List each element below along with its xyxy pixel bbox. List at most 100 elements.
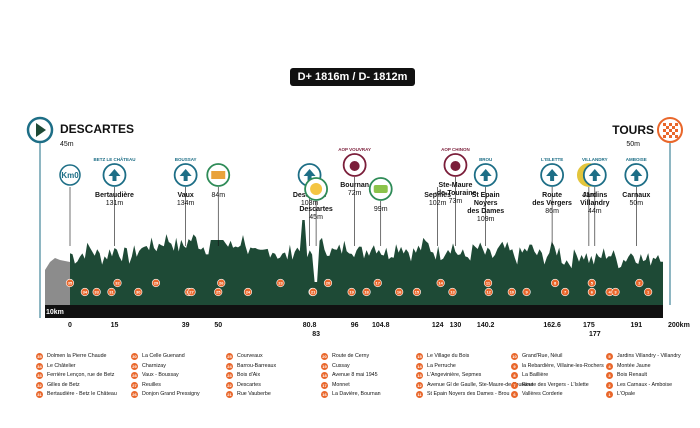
legend-number-badge: 2 xyxy=(606,381,613,389)
climb-marker xyxy=(362,287,371,297)
distance-label: 140.2 xyxy=(477,322,495,329)
legend-label: Route des Vergers - L'Islette xyxy=(522,381,589,388)
distance-label: 96 xyxy=(351,322,359,329)
climb-marker xyxy=(323,278,333,288)
place-altitude: 99m xyxy=(374,206,388,213)
legend-item: 16 La Davière, Bournan xyxy=(321,390,381,400)
climb-marker-number: 27 xyxy=(189,290,194,295)
legend-column: 30 La Celle Guenand 29 Charnizay 28 Vaux - Bo… xyxy=(131,352,200,400)
neutral-start-profile xyxy=(45,258,70,318)
distance-label: 124 xyxy=(432,322,444,329)
distance-label: 191 xyxy=(630,322,642,329)
place-altitude: 72m xyxy=(348,190,362,197)
finish-checker-cell xyxy=(669,129,672,132)
legend-label: Cussay xyxy=(332,362,350,369)
legend-number-badge: 12 xyxy=(416,381,423,389)
legend-label: Courveaux xyxy=(237,353,263,359)
legend-column: 10 Grand'Rue, Néuil 9 la Rebardière, Villai… xyxy=(511,352,604,400)
house-icon xyxy=(303,169,316,176)
legend-item: 15 Le Village du Bois xyxy=(416,352,533,362)
legend-label: Avenue Gl de Gaulle, Ste-Maure-de-Tourai… xyxy=(427,381,534,388)
finish-checker-cell xyxy=(672,132,675,135)
place-altitude: 131m xyxy=(106,200,124,207)
legend-item: 31 Bertaudière - Betz le Château xyxy=(36,390,117,400)
climb-marker xyxy=(483,278,493,288)
legend-number-badge: 27 xyxy=(131,381,138,389)
place-name: des Dames xyxy=(467,208,504,215)
climb-marker-number: 24 xyxy=(246,290,251,295)
climb-marker-number: 21 xyxy=(311,290,316,295)
legend-item: 21 Rue Vauberbe xyxy=(226,390,276,400)
km0-icon xyxy=(59,164,81,186)
legend-item: 28 Vaux - Boussay xyxy=(131,371,200,381)
jersey-icon xyxy=(211,171,226,179)
legend-label: Gilles de Betz xyxy=(47,381,80,388)
legend-label: Grand'Rue, Néuil xyxy=(522,353,563,359)
climb-marker xyxy=(308,287,318,297)
legend-label: Bois d'Aix xyxy=(237,372,261,378)
distance-label: 80.8 xyxy=(303,322,317,329)
finish-checker-cell xyxy=(666,132,669,135)
finish-checker-cell xyxy=(669,135,672,138)
legend-number-badge: 19 xyxy=(321,362,328,370)
place-tag: AOP CHINON xyxy=(441,147,470,152)
finish-checker-cell xyxy=(672,126,675,129)
legend-number-badge: 32 xyxy=(36,381,43,389)
legend-column: 20 Route de Cerny 19 Cussay 18 Avenue 8 mai 1… xyxy=(321,352,381,400)
climb-marker-number: 33 xyxy=(94,290,99,295)
place-name: des Vergers xyxy=(532,200,572,207)
legend-item: 24 Barrou-Barreaux xyxy=(226,362,276,372)
climb-marker-number: 17 xyxy=(376,281,381,286)
legend-label: La Davière, Bournan xyxy=(332,391,381,397)
distance-label: 130 xyxy=(450,322,462,329)
grapes-icon xyxy=(450,161,461,171)
climb-marker-number: 23 xyxy=(278,281,283,286)
climb-marker-number: 6 xyxy=(591,290,594,295)
climb-marker xyxy=(507,287,516,297)
place-altitude: 134m xyxy=(177,200,195,207)
house-base-icon xyxy=(550,176,555,181)
climb-marker xyxy=(80,287,89,297)
start-altitude: 45m xyxy=(60,141,74,148)
finish-checker-cell xyxy=(675,123,678,126)
house-icon xyxy=(479,169,492,176)
house-icon xyxy=(630,169,643,176)
legend-number-badge: 31 xyxy=(36,391,43,399)
legend-number-badge: 6 xyxy=(511,391,518,399)
finish-checker-cell xyxy=(666,126,669,129)
legend-column: 5 Jardins Villandry - Villandry 4 Montée Ja… xyxy=(606,352,681,400)
legend-item: 27 Reuilles xyxy=(131,381,200,391)
finish-checker-cell xyxy=(675,129,678,132)
place-tag: AMBOISE xyxy=(626,157,647,162)
stage-profile-chart: DESCARTES 45m TOURS 50m Km0 BETZ LE CHÂTEAU Be… xyxy=(26,116,690,338)
legend-number-badge: 14 xyxy=(416,362,423,370)
place-name: Ste-Maure xyxy=(439,182,473,189)
legend-item: 12 Avenue Gl de Gaulle, Ste-Maure-de-Tour… xyxy=(416,381,533,391)
climb-marker xyxy=(436,278,445,288)
legend-number-badge: 30 xyxy=(131,353,138,361)
climb-marker-number: 25 xyxy=(216,290,221,295)
climb-marker-number: 12 xyxy=(486,290,491,295)
place-name: Bournan xyxy=(340,182,369,189)
legend-label: Vaux - Boussay xyxy=(142,372,179,378)
feed-icon xyxy=(310,183,323,195)
legend-number-badge: 25 xyxy=(226,353,233,361)
legend-number-badge: 7 xyxy=(511,381,518,389)
legend-number-badge: 18 xyxy=(321,372,328,380)
legend-label: La Baillière xyxy=(522,372,549,378)
climb-marker-number: 18 xyxy=(364,290,369,295)
legend-label: Reuilles xyxy=(142,381,161,388)
climb-marker xyxy=(587,287,596,297)
distance-label: 0 xyxy=(68,322,72,329)
legend-label: L'Angevinière, Sepmes xyxy=(427,372,482,378)
legend-item: 6 Vallères Corderie xyxy=(511,390,604,400)
legend-number-badge: 5 xyxy=(606,353,613,361)
start-name: DESCARTES xyxy=(60,122,134,136)
elevation-summary-badge: D+ 1816m / D- 1812m xyxy=(290,68,415,86)
climb-marker-number: 16 xyxy=(397,290,402,295)
place-name: Sepmes xyxy=(424,192,451,199)
legend-item: 32 Gilles de Betz xyxy=(36,381,117,391)
distance-label: 10km xyxy=(46,309,64,316)
climb-marker-number: 30 xyxy=(136,290,141,295)
distance-label: 50 xyxy=(214,322,222,329)
